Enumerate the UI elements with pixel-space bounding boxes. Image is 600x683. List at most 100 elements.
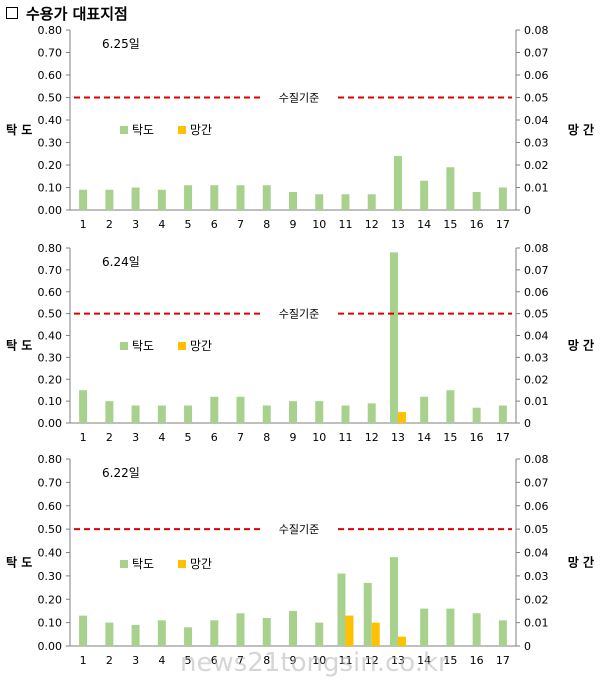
x-tick-label: 11	[338, 431, 352, 444]
x-tick-label: 13	[391, 431, 405, 444]
turbidity-bar	[289, 192, 297, 210]
turbidity-bar	[236, 396, 245, 423]
right-tick-label: 0.06	[524, 286, 549, 299]
x-tick-label: 5	[185, 218, 192, 231]
x-tick-label: 15	[443, 431, 457, 444]
x-tick-label: 17	[496, 654, 510, 667]
turbidity-bar	[236, 613, 245, 646]
x-tick-label: 5	[185, 431, 192, 444]
right-tick-label: 0.08	[524, 242, 549, 255]
x-tick-label: 6	[211, 431, 218, 444]
turbidity-bar	[289, 401, 297, 423]
turbidity-bar	[157, 620, 166, 646]
standard-label: 수질기준	[279, 92, 319, 105]
x-tick-label: 6	[211, 654, 218, 667]
turbidity-bar	[341, 405, 350, 423]
left-tick-label: 0.60	[38, 286, 63, 299]
turbidity-bar	[420, 180, 429, 210]
right-tick-label: 0.02	[524, 593, 549, 606]
x-tick-label: 14	[417, 218, 431, 231]
legend-label-manganese: 망간	[190, 557, 212, 571]
turbidity-bar	[472, 407, 481, 423]
right-tick-label: 0.07	[524, 264, 549, 277]
watermark-text: news21tongsin.co.kr	[180, 648, 449, 678]
right-tick-label: 0.01	[524, 395, 549, 408]
turbidity-bar	[262, 405, 271, 423]
left-tick-label: 0.00	[38, 640, 63, 653]
legend-swatch-turbidity	[120, 560, 128, 568]
right-tick-label: 0.06	[524, 500, 549, 513]
left-tick-label: 0.10	[38, 395, 63, 408]
right-tick-label: 0.06	[524, 69, 549, 82]
turbidity-bar	[498, 187, 507, 210]
left-tick-label: 0.80	[38, 242, 63, 255]
legend-label-turbidity: 탁도	[132, 557, 154, 571]
chart-6-24: 0.00 0.10 0.20 0.30 0.40 0.50 0.60 0.70 0.80 0 0.0…	[6, 242, 594, 444]
x-tick-label: 15	[443, 654, 457, 667]
standard-label: 수질기준	[279, 523, 319, 536]
x-tick-label: 11	[338, 218, 352, 231]
left-tick-label: 0.40	[38, 114, 63, 127]
x-tick-label: 12	[365, 431, 379, 444]
right-tick-label: 0	[524, 204, 531, 217]
turbidity-bar	[184, 185, 193, 210]
standard-label: 수질기준	[279, 308, 319, 321]
x-tick-label: 7	[237, 218, 244, 231]
right-tick-label: 0.02	[524, 159, 549, 172]
right-tick-label: 0.07	[524, 476, 549, 489]
legend-swatch-manganese	[178, 560, 186, 568]
turbidity-bar	[367, 194, 376, 210]
right-tick-label: 0.03	[524, 351, 549, 364]
turbidity-bar	[131, 624, 140, 646]
x-tick-label: 12	[365, 654, 379, 667]
turbidity-bar	[262, 617, 271, 646]
x-tick-label: 3	[132, 218, 139, 231]
turbidity-bar	[472, 613, 481, 646]
turbidity-bar	[472, 192, 481, 210]
x-tick-label: 2	[106, 431, 113, 444]
x-tick-label: 6	[211, 218, 218, 231]
turbidity-bar	[157, 405, 166, 423]
x-tick-label: 9	[290, 654, 297, 667]
x-tick-label: 10	[312, 431, 326, 444]
right-tick-label: 0.05	[524, 523, 549, 536]
manganese-bar	[397, 412, 406, 423]
turbidity-bar	[315, 401, 324, 423]
chart-6-25: 0.00 0.10 0.20 0.30 0.40 0.50 0.60 0.70 0.80 0 0.0…	[6, 24, 594, 231]
turbidity-bar	[184, 627, 193, 646]
x-tick-label: 2	[106, 218, 113, 231]
date-label: 6.24일	[102, 255, 140, 269]
x-tick-label: 9	[290, 218, 297, 231]
right-tick-label: 0.08	[524, 453, 549, 466]
turbidity-bar	[105, 622, 114, 646]
x-tick-label: 2	[106, 654, 113, 667]
x-tick-label: 3	[132, 431, 139, 444]
left-tick-label: 0.40	[38, 330, 63, 343]
right-tick-label: 0	[524, 417, 531, 430]
right-axis-title: 망 간	[568, 555, 594, 570]
turbidity-bar	[210, 620, 219, 646]
turbidity-bar	[157, 189, 166, 210]
right-tick-label: 0.05	[524, 308, 549, 321]
left-tick-label: 0.20	[38, 159, 63, 172]
legend-swatch-turbidity	[120, 126, 128, 134]
legend-label-turbidity: 탁도	[132, 339, 154, 353]
left-tick-label: 0.70	[38, 47, 63, 60]
x-tick-label: 1	[80, 218, 87, 231]
legend-swatch-turbidity	[120, 342, 128, 350]
right-tick-label: 0.03	[524, 570, 549, 583]
x-tick-label: 16	[470, 431, 484, 444]
left-tick-label: 0.00	[38, 204, 63, 217]
right-tick-label: 0	[524, 640, 531, 653]
page-title-row: 수용가 대표지점	[6, 2, 128, 24]
x-tick-label: 5	[185, 654, 192, 667]
right-tick-label: 0.04	[524, 330, 549, 343]
turbidity-bar	[389, 557, 398, 646]
x-tick-label: 7	[237, 431, 244, 444]
left-axis-title: 탁 도	[6, 555, 32, 570]
turbidity-bar	[337, 573, 346, 646]
left-tick-label: 0.50	[38, 523, 63, 536]
turbidity-bar	[210, 396, 219, 423]
legend-swatch-manganese	[178, 342, 186, 350]
manganese-bar	[371, 622, 380, 646]
